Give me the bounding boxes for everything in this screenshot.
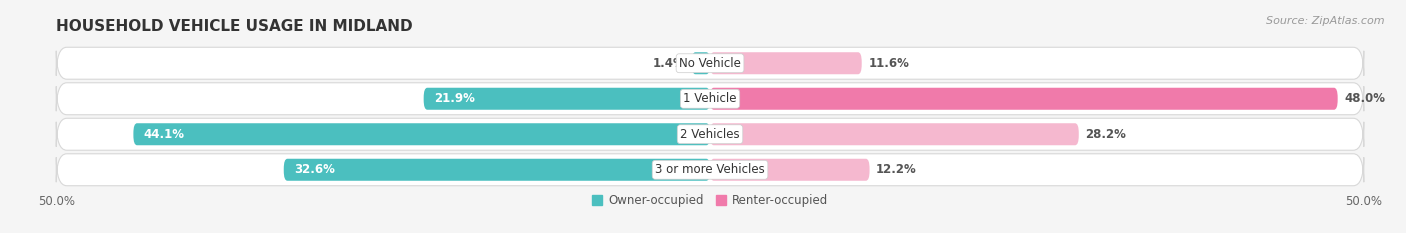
Text: 2 Vehicles: 2 Vehicles: [681, 128, 740, 141]
Text: 44.1%: 44.1%: [143, 128, 184, 141]
Text: 1.4%: 1.4%: [652, 57, 685, 70]
Text: 48.0%: 48.0%: [1344, 92, 1385, 105]
Text: 28.2%: 28.2%: [1085, 128, 1126, 141]
FancyBboxPatch shape: [710, 88, 1337, 110]
Text: 12.2%: 12.2%: [876, 163, 917, 176]
Text: 11.6%: 11.6%: [869, 57, 910, 70]
FancyBboxPatch shape: [710, 159, 869, 181]
FancyBboxPatch shape: [56, 118, 1364, 150]
FancyBboxPatch shape: [284, 159, 710, 181]
FancyBboxPatch shape: [710, 123, 1078, 145]
Text: 21.9%: 21.9%: [434, 92, 475, 105]
FancyBboxPatch shape: [423, 88, 710, 110]
FancyBboxPatch shape: [134, 123, 710, 145]
FancyBboxPatch shape: [56, 47, 1364, 79]
Text: HOUSEHOLD VEHICLE USAGE IN MIDLAND: HOUSEHOLD VEHICLE USAGE IN MIDLAND: [56, 19, 413, 34]
FancyBboxPatch shape: [56, 83, 1364, 115]
Text: 1 Vehicle: 1 Vehicle: [683, 92, 737, 105]
FancyBboxPatch shape: [56, 154, 1364, 186]
Text: 32.6%: 32.6%: [294, 163, 335, 176]
Legend: Owner-occupied, Renter-occupied: Owner-occupied, Renter-occupied: [586, 190, 834, 212]
FancyBboxPatch shape: [710, 52, 862, 74]
FancyBboxPatch shape: [692, 52, 710, 74]
Text: No Vehicle: No Vehicle: [679, 57, 741, 70]
Text: 3 or more Vehicles: 3 or more Vehicles: [655, 163, 765, 176]
Text: Source: ZipAtlas.com: Source: ZipAtlas.com: [1267, 16, 1385, 26]
